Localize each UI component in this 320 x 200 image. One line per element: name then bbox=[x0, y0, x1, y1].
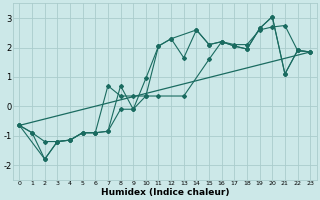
X-axis label: Humidex (Indice chaleur): Humidex (Indice chaleur) bbox=[100, 188, 229, 197]
